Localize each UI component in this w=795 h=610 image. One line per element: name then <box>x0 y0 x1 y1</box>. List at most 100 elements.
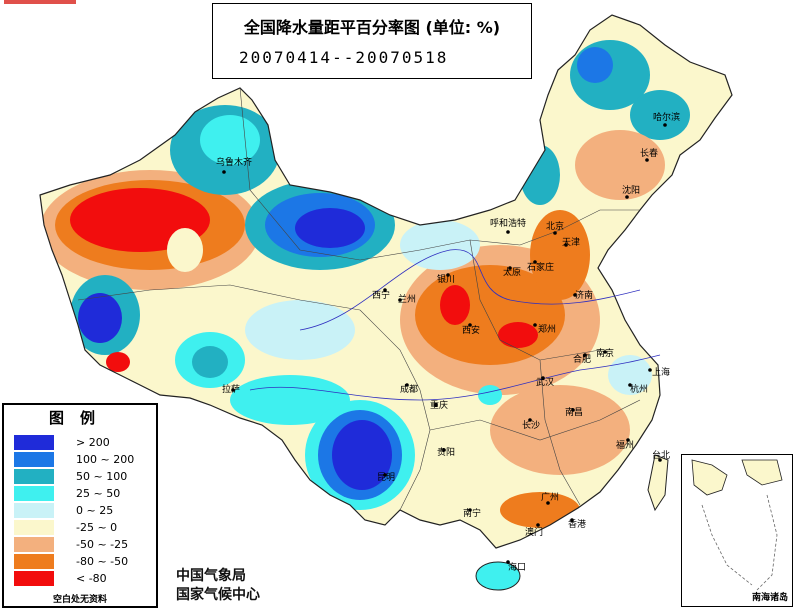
west-tibet-dry-spot <box>106 352 130 372</box>
city-label-hefei: 合肥 <box>573 353 591 365</box>
city-dot-fuzhou <box>626 438 630 442</box>
legend-label: 0 ~ 25 <box>76 504 114 517</box>
city-label-nanjing: 南京 <box>596 347 614 359</box>
legend-title: 图例 <box>48 409 111 427</box>
city-dot-lanzhou <box>398 298 402 302</box>
city-dot-shenyang <box>625 195 629 199</box>
city-label-changsha: 长沙 <box>522 419 540 431</box>
legend-no-data-note: 空白处无资料 <box>52 595 107 605</box>
jilin-dry <box>575 130 665 200</box>
credit-ncc: 国家气候中心 <box>176 587 260 603</box>
city-dot-hangzhou <box>628 383 632 387</box>
city-label-tianjin: 天津 <box>562 237 580 248</box>
city-dot-zhengzhou <box>533 323 537 327</box>
legend-swatch <box>14 554 54 569</box>
city-dot-kunming <box>383 473 387 477</box>
credit-cma: 中国气象局 <box>176 568 246 584</box>
hubei-wet-spot <box>478 385 502 405</box>
legend-row: -50 ~ -25 <box>14 537 154 552</box>
west-tibet-wet-strong <box>78 293 122 343</box>
city-label-kunming: 昆明 <box>377 472 395 483</box>
legend-row: 0 ~ 25 <box>14 503 154 518</box>
city-dot-chongqing <box>434 403 438 407</box>
city-label-guangzhou: 广州 <box>541 491 559 503</box>
city-dot-hongkong <box>570 518 574 522</box>
city-label-wuhan: 武汉 <box>536 376 554 388</box>
ningxia-dry-strong <box>440 285 470 325</box>
city-dot-nanchang <box>571 408 575 412</box>
south-china-sea-inset: 南海诸岛 <box>681 454 793 607</box>
city-dot-harbin <box>663 123 667 127</box>
city-label-nanchang: 南昌 <box>565 406 583 418</box>
legend-row: -25 ~ 0 <box>14 520 154 535</box>
city-label-harbin: 哈尔滨 <box>653 111 680 123</box>
city-label-jinan: 济南 <box>575 289 593 301</box>
city-label-zhengzhou: 郑州 <box>538 323 556 335</box>
city-dot-guangzhou <box>546 501 550 505</box>
north-xinjiang-wet-light <box>200 115 260 165</box>
northeast-wet-core <box>577 47 613 83</box>
legend-row: 50 ~ 100 <box>14 469 154 484</box>
tibet-wet-patch-core <box>192 346 228 378</box>
city-dot-changchun <box>645 158 649 162</box>
city-label-shanghai: 上海 <box>652 366 670 378</box>
hebei-dry <box>530 210 590 300</box>
legend-label: 100 ~ 200 <box>76 453 135 466</box>
city-label-beijing: 北京 <box>546 220 564 232</box>
city-label-taipei: 台北 <box>652 449 670 461</box>
city-label-nanning: 南宁 <box>463 507 481 519</box>
legend-label: -50 ~ -25 <box>76 538 129 551</box>
city-dot-guiyang <box>442 448 446 452</box>
inset-map <box>691 459 783 591</box>
city-label-chongqing: 重庆 <box>430 399 448 411</box>
yunnan-wet-strong <box>332 420 392 490</box>
legend-row: 25 ~ 50 <box>14 486 154 501</box>
legend-swatch <box>14 520 54 535</box>
city-label-lhasa: 拉萨 <box>222 383 240 395</box>
city-dot-xian <box>468 323 472 327</box>
legend-box: 图例 > 200 100 ~ 200 50 ~ 100 25 ~ 50 0 ~ 25 -2… <box>2 403 158 608</box>
legend-label: 25 ~ 50 <box>76 487 121 500</box>
city-dot-changsha <box>528 418 532 422</box>
legend-row: > 200 <box>14 435 154 450</box>
city-dot-macau <box>536 523 540 527</box>
legend-label: -80 ~ -50 <box>76 555 129 568</box>
zhejiang-wet <box>608 355 652 395</box>
city-label-hongkong: 香港 <box>568 518 586 530</box>
city-dot-nanjing <box>603 350 607 354</box>
city-dot-chengdu <box>405 383 409 387</box>
city-label-shenyang: 沈阳 <box>622 184 640 196</box>
city-label-hangzhou: 杭州 <box>630 383 648 395</box>
city-label-taiyuan: 太原 <box>503 266 521 278</box>
legend-label: > 200 <box>76 436 110 449</box>
south-tibet-wet <box>230 375 350 425</box>
legend-label: -25 ~ 0 <box>76 521 118 534</box>
legend-swatch <box>14 469 54 484</box>
city-dot-jinan <box>573 293 577 297</box>
inset-dashed-line <box>701 494 778 591</box>
legend-swatch <box>14 452 54 467</box>
city-dot-hohhot <box>506 230 510 234</box>
inset-label: 南海诸岛 <box>751 593 788 603</box>
city-label-shijiazhuang: 石家庄 <box>527 261 554 273</box>
map-title-box: 全国降水量距平百分率图 (单位: %) 20070414--20070518 <box>212 3 532 79</box>
city-dot-tianjin <box>564 243 568 247</box>
legend-swatch <box>14 486 54 501</box>
taiwan-island <box>647 454 669 512</box>
south-central-dry <box>490 385 630 475</box>
legend-label: < -80 <box>76 572 107 585</box>
anomaly-color-fields <box>40 40 690 528</box>
legend-swatch <box>14 571 54 586</box>
city-dot-nanning <box>468 508 472 512</box>
city-dot-wuhan <box>541 376 545 380</box>
corner-red-marker <box>4 0 76 4</box>
city-label-lanzhou: 兰州 <box>398 293 416 305</box>
city-dot-yinchuan <box>446 273 450 277</box>
city-label-haikou: 海口 <box>508 561 526 573</box>
province-boundaries <box>77 87 641 511</box>
city-labels: 乌鲁木齐 呼和浩特 哈尔滨 长春 沈阳 北京 天津 银川 太原 石家庄 济南 西… <box>216 111 680 573</box>
city-label-yinchuan: 银川 <box>437 273 455 285</box>
henan-dry-strong <box>498 322 538 348</box>
legend-label: 50 ~ 100 <box>76 470 128 483</box>
